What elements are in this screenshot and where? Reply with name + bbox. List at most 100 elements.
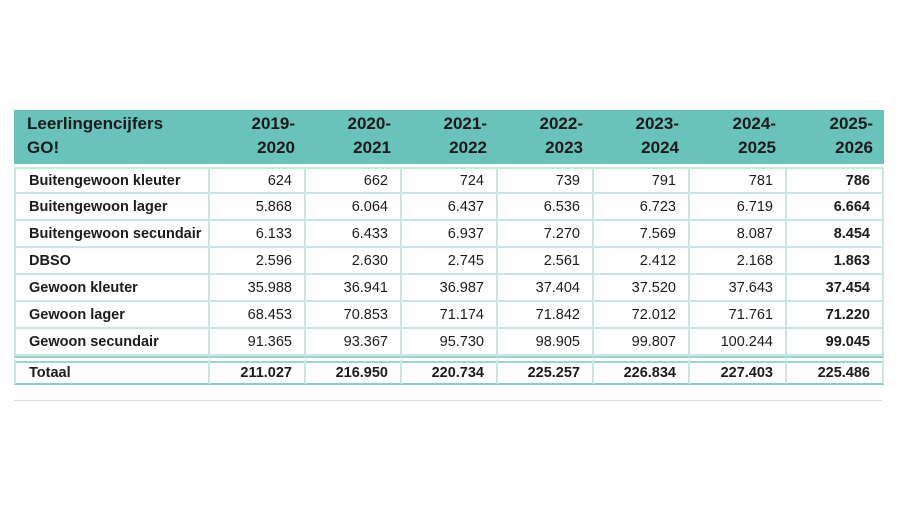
value-cell: 8.454 bbox=[787, 221, 884, 248]
year-line1: 2022- bbox=[539, 114, 583, 133]
table-body: Buitengewoon kleuter 624 662 724 739 791… bbox=[14, 167, 884, 385]
total-value-cell: 216.950 bbox=[306, 356, 402, 385]
column-header-2023-2024: 2023- 2024 bbox=[594, 110, 690, 167]
value-cell: 36.987 bbox=[402, 275, 498, 302]
value-cell: 624 bbox=[210, 167, 306, 194]
table-row-gewoon-kleuter: Gewoon kleuter 35.988 36.941 36.987 37.4… bbox=[14, 275, 884, 302]
year-line1: 2023- bbox=[635, 114, 679, 133]
total-value-cell: 225.257 bbox=[498, 356, 594, 385]
value-cell: 37.520 bbox=[594, 275, 690, 302]
year-line1: 2020- bbox=[347, 114, 391, 133]
value-cell: 6.437 bbox=[402, 194, 498, 221]
value-cell: 71.220 bbox=[787, 302, 884, 329]
table-row-totaal: Totaal 211.027 216.950 220.734 225.257 2… bbox=[14, 356, 884, 385]
value-cell: 8.087 bbox=[690, 221, 787, 248]
column-header-2025-2026: 2025- 2026 bbox=[787, 110, 884, 167]
value-cell: 662 bbox=[306, 167, 402, 194]
value-cell: 1.863 bbox=[787, 248, 884, 275]
total-value-cell: 211.027 bbox=[210, 356, 306, 385]
year-line1: 2021- bbox=[443, 114, 487, 133]
value-cell: 70.853 bbox=[306, 302, 402, 329]
value-cell: 99.807 bbox=[594, 329, 690, 356]
value-cell: 37.454 bbox=[787, 275, 884, 302]
value-cell: 71.842 bbox=[498, 302, 594, 329]
column-header-2021-2022: 2021- 2022 bbox=[402, 110, 498, 167]
value-cell: 99.045 bbox=[787, 329, 884, 356]
value-cell: 71.761 bbox=[690, 302, 787, 329]
table-title-line2: GO! bbox=[27, 138, 60, 157]
value-cell: 2.412 bbox=[594, 248, 690, 275]
value-cell: 786 bbox=[787, 167, 884, 194]
value-cell: 2.168 bbox=[690, 248, 787, 275]
leerlingencijfers-table-container: Leerlingencijfers GO! 2019- 2020 2020- 2… bbox=[14, 110, 884, 385]
row-label: Gewoon kleuter bbox=[14, 275, 210, 302]
value-cell: 71.174 bbox=[402, 302, 498, 329]
total-value-cell: 226.834 bbox=[594, 356, 690, 385]
year-line1: 2019- bbox=[251, 114, 295, 133]
total-value-cell: 227.403 bbox=[690, 356, 787, 385]
value-cell: 98.905 bbox=[498, 329, 594, 356]
value-cell: 95.730 bbox=[402, 329, 498, 356]
value-cell: 72.012 bbox=[594, 302, 690, 329]
value-cell: 2.745 bbox=[402, 248, 498, 275]
value-cell: 2.596 bbox=[210, 248, 306, 275]
value-cell: 37.643 bbox=[690, 275, 787, 302]
value-cell: 6.064 bbox=[306, 194, 402, 221]
value-cell: 37.404 bbox=[498, 275, 594, 302]
row-label: Gewoon secundair bbox=[14, 329, 210, 356]
value-cell: 6.664 bbox=[787, 194, 884, 221]
table-row-buitengewoon-kleuter: Buitengewoon kleuter 624 662 724 739 791… bbox=[14, 167, 884, 194]
table-bottom-accent-line bbox=[14, 400, 882, 401]
total-label: Totaal bbox=[14, 356, 210, 385]
value-cell: 724 bbox=[402, 167, 498, 194]
table-title-line1: Leerlingencijfers bbox=[27, 114, 164, 133]
row-label: DBSO bbox=[14, 248, 210, 275]
value-cell: 93.367 bbox=[306, 329, 402, 356]
column-header-2022-2023: 2022- 2023 bbox=[498, 110, 594, 167]
table-row-dbso: DBSO 2.596 2.630 2.745 2.561 2.412 2.168… bbox=[14, 248, 884, 275]
value-cell: 2.630 bbox=[306, 248, 402, 275]
value-cell: 91.365 bbox=[210, 329, 306, 356]
row-label: Buitengewoon secundair bbox=[14, 221, 210, 248]
value-cell: 100.244 bbox=[690, 329, 787, 356]
value-cell: 6.133 bbox=[210, 221, 306, 248]
year-line2: 2025 bbox=[738, 138, 776, 157]
row-label: Buitengewoon kleuter bbox=[14, 167, 210, 194]
value-cell: 7.569 bbox=[594, 221, 690, 248]
value-cell: 6.723 bbox=[594, 194, 690, 221]
header-row: Leerlingencijfers GO! 2019- 2020 2020- 2… bbox=[14, 110, 884, 167]
value-cell: 36.941 bbox=[306, 275, 402, 302]
year-line1: 2025- bbox=[829, 114, 873, 133]
total-value-cell: 220.734 bbox=[402, 356, 498, 385]
value-cell: 6.536 bbox=[498, 194, 594, 221]
row-label: Buitengewoon lager bbox=[14, 194, 210, 221]
table-row-gewoon-lager: Gewoon lager 68.453 70.853 71.174 71.842… bbox=[14, 302, 884, 329]
column-header-2020-2021: 2020- 2021 bbox=[306, 110, 402, 167]
year-line2: 2026 bbox=[835, 138, 873, 157]
year-line2: 2021 bbox=[353, 138, 391, 157]
leerlingencijfers-table: Leerlingencijfers GO! 2019- 2020 2020- 2… bbox=[14, 110, 884, 385]
value-cell: 6.433 bbox=[306, 221, 402, 248]
table-row-gewoon-secundair: Gewoon secundair 91.365 93.367 95.730 98… bbox=[14, 329, 884, 356]
column-header-2024-2025: 2024- 2025 bbox=[690, 110, 787, 167]
table-row-buitengewoon-secundair: Buitengewoon secundair 6.133 6.433 6.937… bbox=[14, 221, 884, 248]
value-cell: 781 bbox=[690, 167, 787, 194]
total-value-cell: 225.486 bbox=[787, 356, 884, 385]
year-line2: 2020 bbox=[257, 138, 295, 157]
table-header: Leerlingencijfers GO! 2019- 2020 2020- 2… bbox=[14, 110, 884, 167]
year-line2: 2023 bbox=[545, 138, 583, 157]
value-cell: 7.270 bbox=[498, 221, 594, 248]
value-cell: 68.453 bbox=[210, 302, 306, 329]
column-header-2019-2020: 2019- 2020 bbox=[210, 110, 306, 167]
value-cell: 6.719 bbox=[690, 194, 787, 221]
value-cell: 35.988 bbox=[210, 275, 306, 302]
table-row-buitengewoon-lager: Buitengewoon lager 5.868 6.064 6.437 6.5… bbox=[14, 194, 884, 221]
year-line2: 2022 bbox=[449, 138, 487, 157]
value-cell: 5.868 bbox=[210, 194, 306, 221]
year-line2: 2024 bbox=[641, 138, 679, 157]
row-label: Gewoon lager bbox=[14, 302, 210, 329]
value-cell: 2.561 bbox=[498, 248, 594, 275]
value-cell: 739 bbox=[498, 167, 594, 194]
table-title: Leerlingencijfers GO! bbox=[14, 110, 210, 167]
value-cell: 791 bbox=[594, 167, 690, 194]
